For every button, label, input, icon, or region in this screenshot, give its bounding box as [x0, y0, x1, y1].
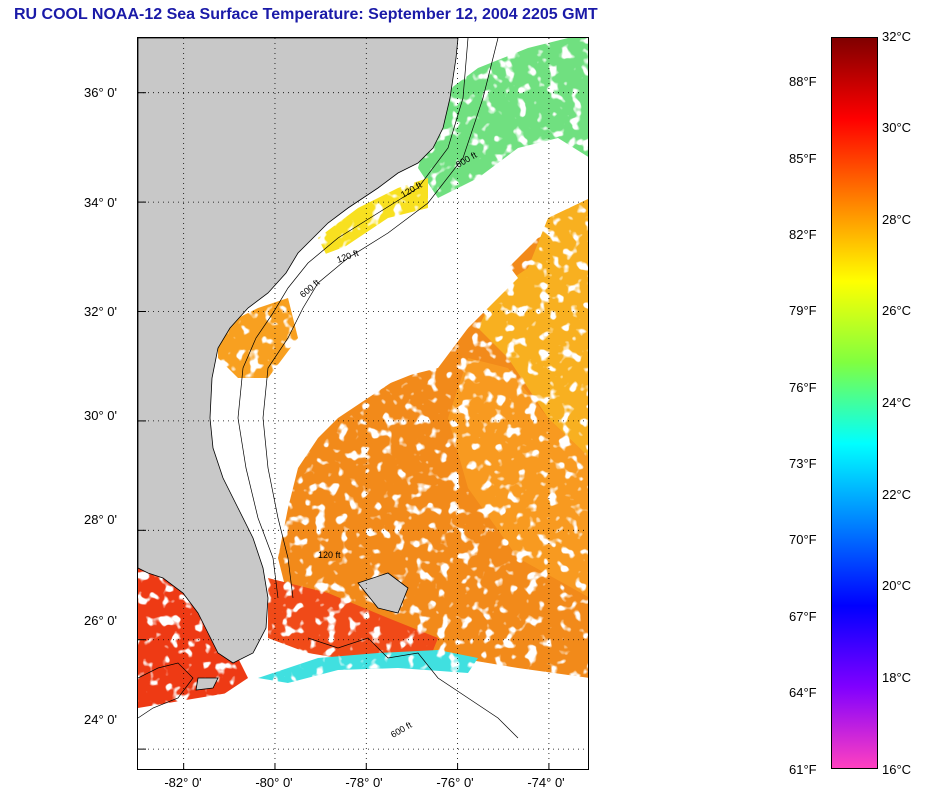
- lat-tick-label: 30° 0': [84, 408, 117, 423]
- celsius-label: 20°C: [882, 578, 912, 593]
- celsius-label: 22°C: [882, 487, 912, 502]
- celsius-label: 18°C: [882, 670, 912, 685]
- fahrenheit-label: 82°F: [789, 227, 817, 242]
- lon-tick-label: -80° 0': [255, 775, 293, 790]
- lat-tick-label: 26° 0': [84, 613, 117, 628]
- fahrenheit-label: 64°F: [789, 685, 817, 700]
- contour-600ft: [262, 38, 499, 599]
- graticule-grid: [138, 38, 588, 769]
- sst-map-canvas: 120 ft 600 ft 120 ft 600 ft 120 ft 600 f…: [138, 38, 588, 769]
- lon-tick-label: -74° 0': [527, 775, 565, 790]
- fahrenheit-label: 70°F: [789, 532, 817, 547]
- contour-120ft: [237, 38, 469, 599]
- fahrenheit-label: 61°F: [789, 762, 817, 777]
- contour-gulf: [138, 662, 194, 719]
- fahrenheit-label: 76°F: [789, 380, 817, 395]
- fahrenheit-label: 88°F: [789, 74, 817, 89]
- temperature-colorbar: [831, 37, 878, 769]
- contour-bahamas: [307, 637, 519, 739]
- fahrenheit-label: 85°F: [789, 151, 817, 166]
- lat-tick-label: 32° 0': [84, 304, 117, 319]
- celsius-label: 28°C: [882, 212, 912, 227]
- cloud-patch-north: [288, 218, 518, 398]
- lat-tick-label: 24° 0': [84, 712, 117, 727]
- land-mainland: [138, 38, 459, 664]
- fahrenheit-label: 79°F: [789, 303, 817, 318]
- fahrenheit-label: 73°F: [789, 456, 817, 471]
- contour-label: 120 ft: [318, 550, 341, 560]
- celsius-label: 26°C: [882, 303, 912, 318]
- sst-map[interactable]: 120 ft 600 ft 120 ft 600 ft 120 ft 600 f…: [137, 37, 589, 770]
- fahrenheit-label: 67°F: [789, 609, 817, 624]
- lat-tick-label: 28° 0': [84, 512, 117, 527]
- lat-tick-label: 34° 0': [84, 195, 117, 210]
- celsius-label: 30°C: [882, 120, 912, 135]
- land-bahamas: [357, 572, 409, 614]
- land-keys: [195, 677, 219, 691]
- map-title: RU COOL NOAA-12 Sea Surface Temperature:…: [14, 6, 598, 23]
- lon-tick-label: -78° 0': [345, 775, 383, 790]
- lat-tick-label: 36° 0': [84, 85, 117, 100]
- celsius-label: 16°C: [882, 762, 912, 777]
- cloud-patch-south: [138, 678, 588, 769]
- lon-tick-label: -76° 0': [436, 775, 474, 790]
- lon-tick-label: -82° 0': [164, 775, 202, 790]
- celsius-label: 24°C: [882, 395, 912, 410]
- celsius-label: 32°C: [882, 29, 912, 44]
